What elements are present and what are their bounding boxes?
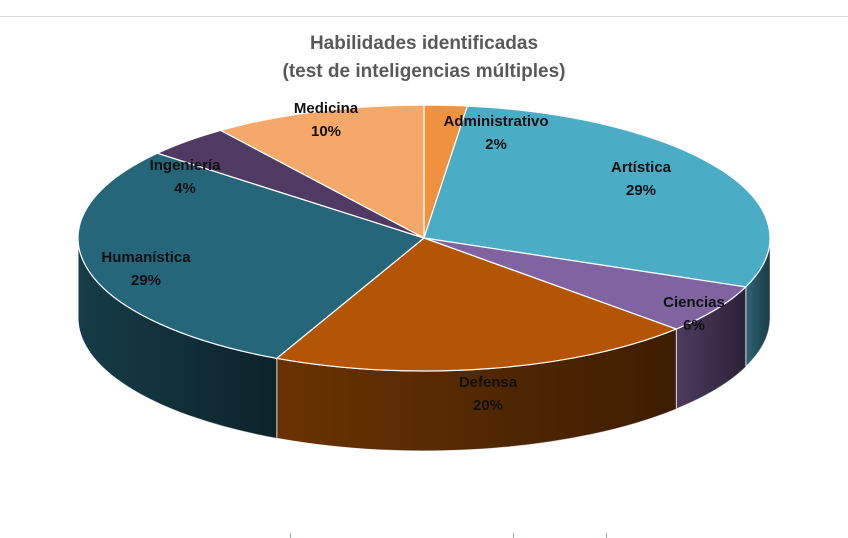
chart-subtitle: (test de inteligencias múltiples) (282, 61, 566, 82)
tick-mark (513, 533, 514, 538)
slice-artística[interactable] (423, 105, 771, 288)
top-border (0, 16, 848, 17)
slice-pct: 29% (130, 272, 162, 289)
label-medicina: Medicina 10% (294, 97, 358, 143)
label-humanistica: Humanística 29% (101, 246, 190, 292)
slice-pct: 4% (174, 180, 196, 197)
side-shading (77, 238, 277, 439)
side-shading (676, 286, 746, 410)
pie-tops (77, 104, 771, 372)
slice-name: Ciencias (663, 294, 725, 311)
label-defensa: Defensa 20% (459, 371, 517, 417)
slice-name: Humanística (101, 249, 191, 266)
side-shading (745, 238, 770, 367)
label-ingenieria: Ingeniería 4% (150, 154, 221, 200)
slice-pct: 10% (310, 123, 342, 140)
label-artistica: Artística 29% (611, 156, 671, 202)
slice-humanística[interactable] (77, 152, 426, 359)
slice-pct: 2% (485, 136, 507, 153)
slice-name: Defensa (458, 374, 518, 391)
tick-mark (290, 533, 291, 538)
slice-defensa[interactable] (275, 237, 678, 372)
slice-pct: 6% (683, 317, 705, 334)
chart-title: Habilidades identificadas (309, 33, 539, 54)
slice-medicina[interactable] (219, 104, 425, 239)
slice-ciencias[interactable] (423, 237, 747, 330)
slice-pct: 29% (625, 182, 657, 199)
label-ciencias: Ciencias 6% (663, 291, 725, 337)
label-administrativo: Administrativo 2% (443, 110, 548, 156)
slice-pct: 20% (472, 397, 504, 414)
slice-name: Artística (610, 159, 672, 176)
tick-mark (606, 533, 607, 538)
slice-name: Administrativo (443, 113, 549, 130)
side-shading (276, 329, 677, 451)
slice-name: Medicina (293, 100, 359, 117)
slice-name: Ingeniería (149, 157, 221, 174)
